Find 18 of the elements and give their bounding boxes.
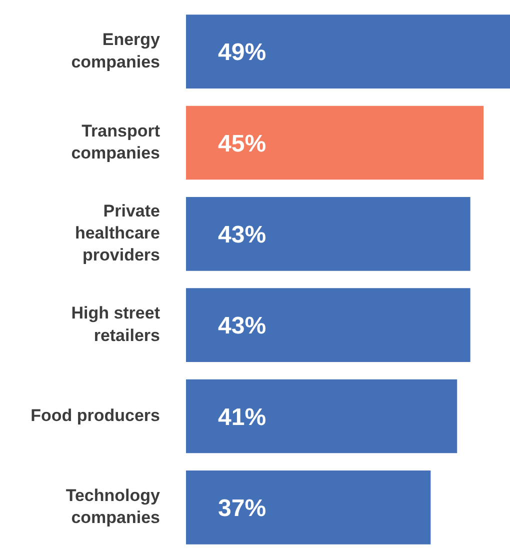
- data-label: 43%: [218, 222, 266, 249]
- bar: [186, 106, 484, 180]
- data-label: 43%: [218, 312, 266, 340]
- y-tick-label: High street retailers: [71, 304, 160, 345]
- y-tick-label: Private healthcare providers: [74, 202, 160, 265]
- data-label: 37%: [218, 495, 266, 522]
- y-tick-label: Transport companies: [71, 121, 160, 162]
- bar: [186, 196, 470, 271]
- data-label: 45%: [218, 130, 266, 158]
- bar: [186, 14, 510, 89]
- bar: [186, 379, 458, 454]
- data-label: 49%: [218, 39, 266, 66]
- y-tick-label: Food producers: [30, 406, 160, 425]
- y-tick-label: Energy companies: [71, 30, 161, 72]
- data-label: 41%: [218, 404, 266, 431]
- bar: [186, 288, 470, 362]
- bar: [186, 470, 431, 544]
- y-tick-label: Technology companies: [66, 486, 161, 528]
